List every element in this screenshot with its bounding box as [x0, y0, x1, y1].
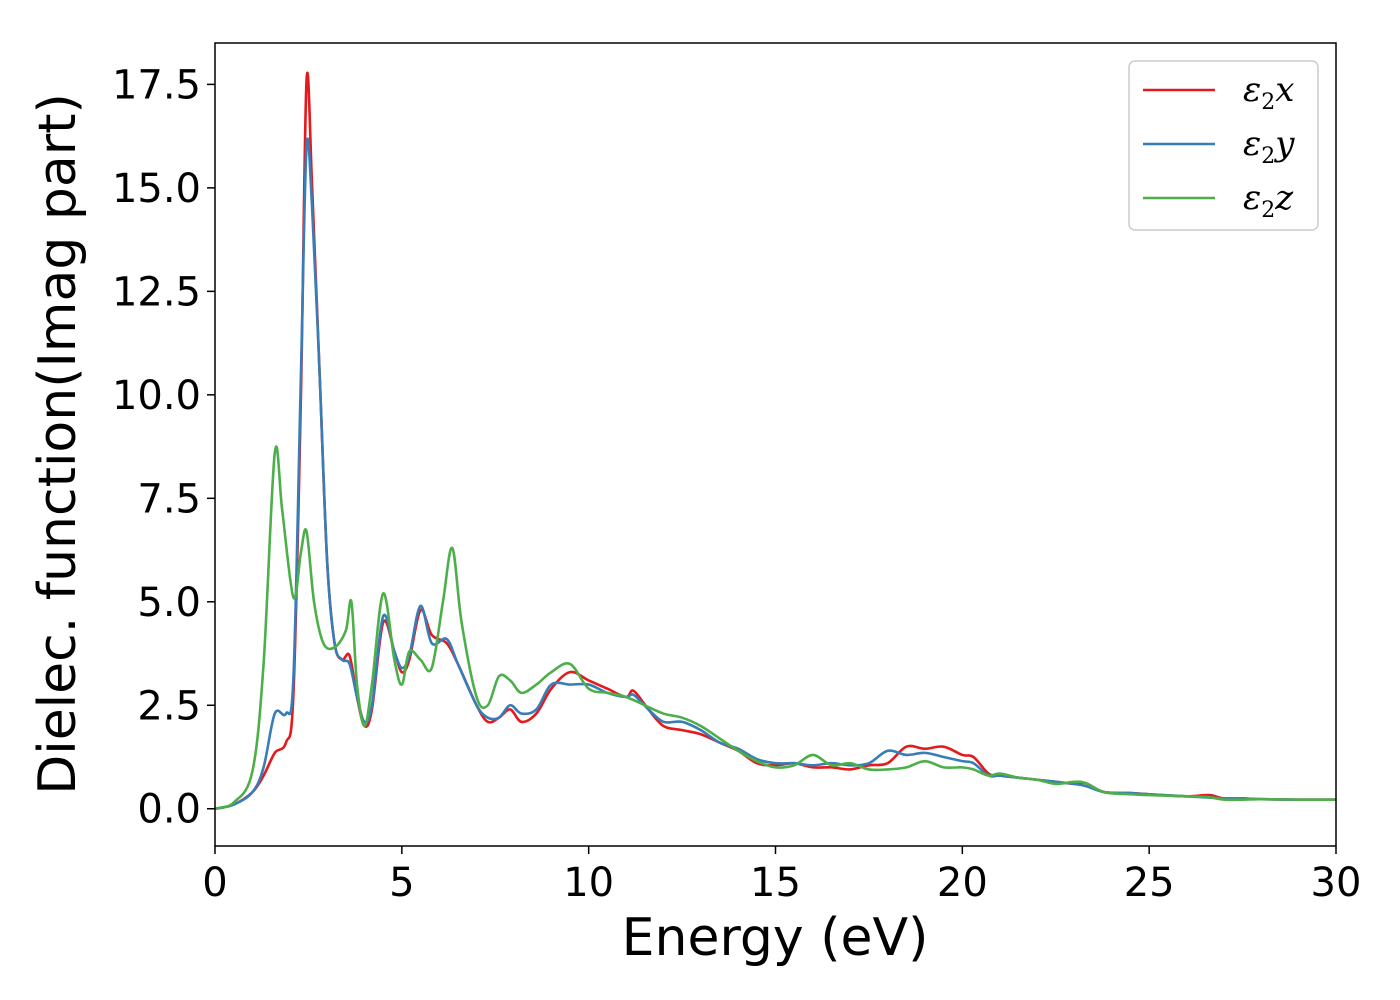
legend-label-z: ε2z — [1243, 178, 1294, 223]
y-tick-label: 5.0 — [137, 580, 201, 626]
legend: ε2x ε2y ε2z — [1128, 60, 1319, 231]
x-tick-label: 30 — [1311, 860, 1362, 906]
y-tick-label: 2.5 — [137, 683, 201, 729]
x-tick-label: 5 — [389, 860, 414, 906]
x-axis: 0 5 10 15 20 25 30 — [202, 846, 1361, 906]
y-tick-label: 7.5 — [137, 476, 201, 522]
legend-frame — [1128, 60, 1319, 231]
x-tick-label: 20 — [937, 860, 988, 906]
y-axis-label: Dielec. function(Imag part) — [28, 93, 88, 795]
y-tick-label: 17.5 — [112, 62, 201, 108]
x-tick-label: 15 — [750, 860, 801, 906]
legend-label-x: ε2x — [1243, 70, 1294, 115]
y-tick-label: 0.0 — [137, 787, 201, 833]
y-tick-label: 10.0 — [112, 373, 201, 419]
y-tick-label: 15.0 — [112, 166, 201, 212]
x-tick-label: 25 — [1124, 860, 1175, 906]
x-tick-label: 0 — [202, 860, 227, 906]
legend-label-y: ε2y — [1243, 124, 1295, 169]
y-axis: 0.0 2.5 5.0 7.5 10.0 12.5 15.0 17.5 — [112, 62, 215, 833]
x-axis-label: Energy (eV) — [622, 908, 929, 968]
x-tick-label: 10 — [563, 860, 614, 906]
series-layer — [214, 71, 1337, 811]
y-tick-label: 12.5 — [112, 269, 201, 315]
series-line-z — [214, 445, 1337, 811]
